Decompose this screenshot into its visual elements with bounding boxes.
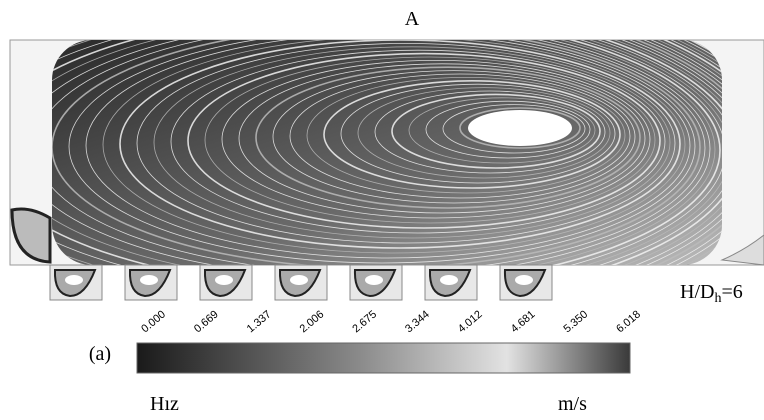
colorbar-tick-label: 2.675: [350, 308, 379, 335]
colorbar-tick-label: 5.350: [561, 308, 590, 335]
cell-core: [140, 275, 158, 285]
streamline: [204, 56, 656, 224]
colorbar-tick-label: 6.018: [614, 308, 643, 335]
colorbar-tick-label: 2.006: [298, 308, 327, 335]
ratio-rest: =6: [721, 281, 742, 303]
colorbar-tick-label: 0.669: [192, 308, 221, 335]
streamline: [340, 83, 616, 184]
colorbar-tick-label: 4.012: [456, 308, 485, 335]
streamline: [408, 97, 596, 164]
panel-label: (a): [89, 343, 111, 365]
title: A: [405, 8, 420, 30]
cell-core: [515, 275, 533, 285]
streamline: [425, 100, 591, 159]
cell-core: [290, 275, 308, 285]
streamline: [306, 76, 626, 194]
cell-core: [440, 275, 458, 285]
cell-core: [65, 275, 83, 285]
cell-core: [365, 275, 383, 285]
unit-label: m/s: [558, 393, 587, 415]
flow-field: [9, 39, 764, 301]
colorbar-tick-label: 1.337: [245, 308, 274, 335]
streamline: [255, 66, 641, 209]
streamline: [68, 40, 696, 264]
streamline: [153, 46, 671, 239]
streamline: [52, 40, 701, 265]
cell-core: [215, 275, 233, 285]
streamline: [323, 79, 621, 189]
streamline: [119, 40, 681, 249]
streamline: [238, 63, 646, 214]
streamline: [272, 70, 636, 204]
streamline: [52, 40, 706, 265]
streamline: [459, 107, 581, 149]
ratio-base: H/D: [680, 281, 714, 303]
streamline: [374, 90, 606, 174]
streamline: [52, 40, 721, 265]
colorbar-tick-label: 0.000: [139, 308, 168, 335]
colorbar: [136, 342, 631, 374]
streamline: [52, 40, 711, 265]
streamline: [102, 40, 686, 254]
colorbar-tick-label: 4.681: [509, 308, 538, 335]
streamline: [221, 59, 651, 219]
streamline: [442, 104, 586, 154]
ratio-sub: h: [714, 291, 721, 306]
streamline: [170, 49, 666, 234]
streamline: [391, 93, 601, 169]
streamline: [136, 42, 676, 244]
ratio-label: H/Dh=6: [680, 281, 743, 306]
streamline: [289, 73, 631, 199]
colorbar-tick-label: 3.344: [403, 308, 432, 335]
streamline: [187, 52, 661, 229]
streamline: [52, 40, 716, 265]
quantity-label: Hız: [150, 393, 179, 415]
colorbar-ticks: 0.000 0.669 1.337 2.006 2.675 3.344 4.012 4.681…: [139, 308, 643, 335]
streamline: [85, 40, 691, 259]
streamline: [357, 87, 611, 179]
